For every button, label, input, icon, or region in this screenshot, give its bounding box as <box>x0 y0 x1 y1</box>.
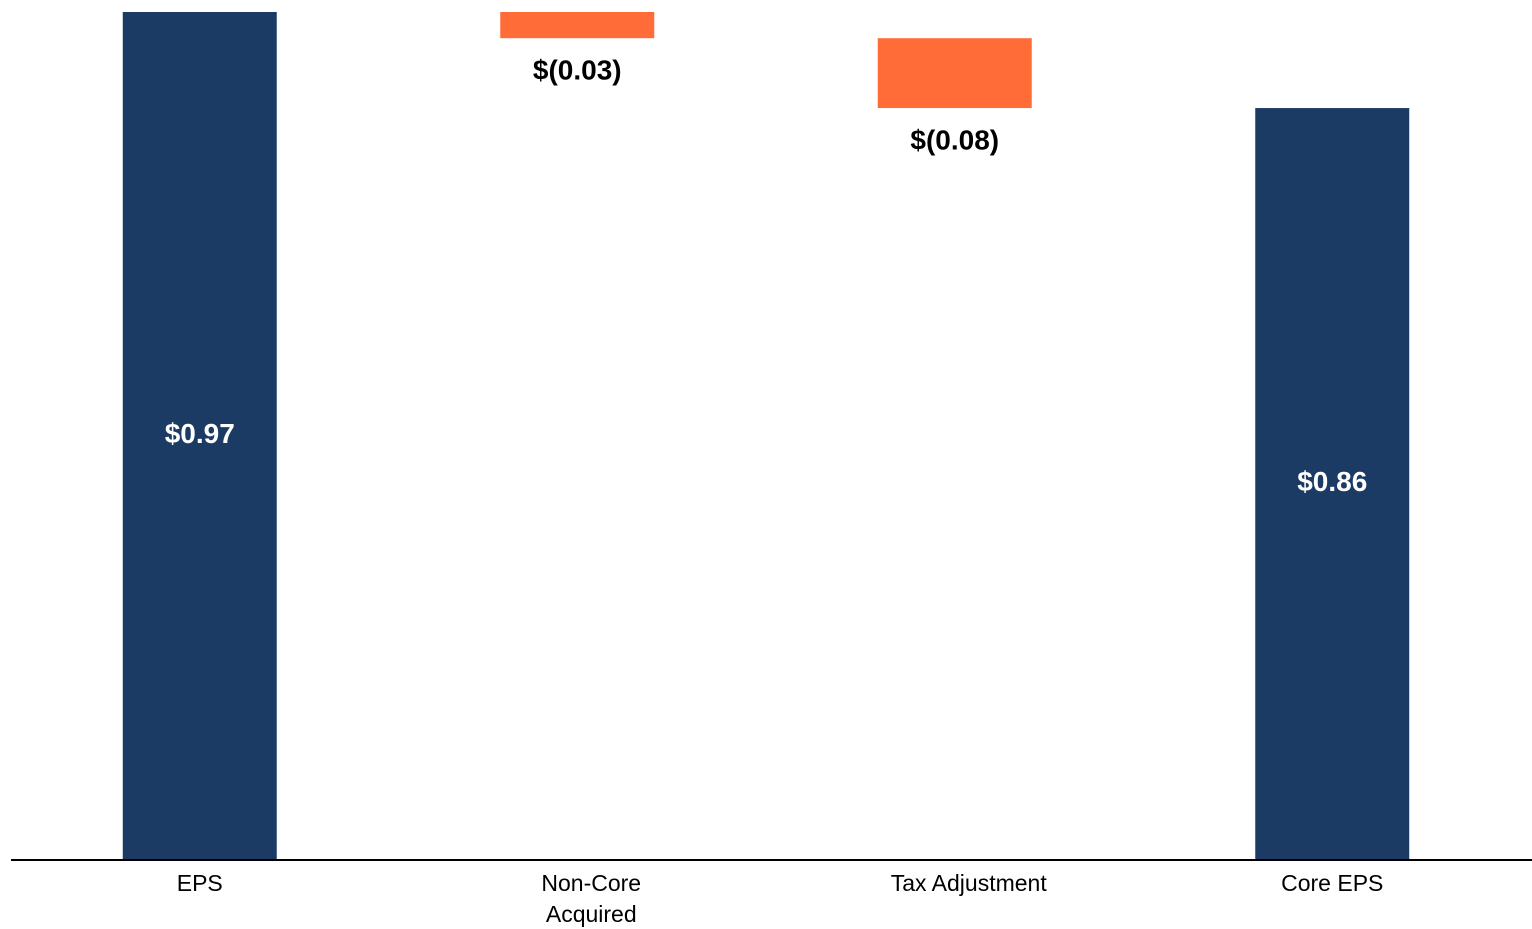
bar <box>1255 108 1410 860</box>
x-tick-label: Non-Core Acquired <box>541 870 641 927</box>
bar <box>122 12 277 859</box>
data-label: $(0.08) <box>910 124 999 155</box>
x-tick-label: Tax Adjustment <box>891 870 1048 896</box>
bar <box>500 12 655 39</box>
x-tick-label: Core EPS <box>1281 870 1383 896</box>
bar <box>877 38 1032 109</box>
data-label: $0.97 <box>165 418 235 449</box>
data-label: $(0.03) <box>533 55 622 86</box>
data-label: $0.86 <box>1297 466 1367 497</box>
x-tick-label: EPS <box>177 870 223 896</box>
